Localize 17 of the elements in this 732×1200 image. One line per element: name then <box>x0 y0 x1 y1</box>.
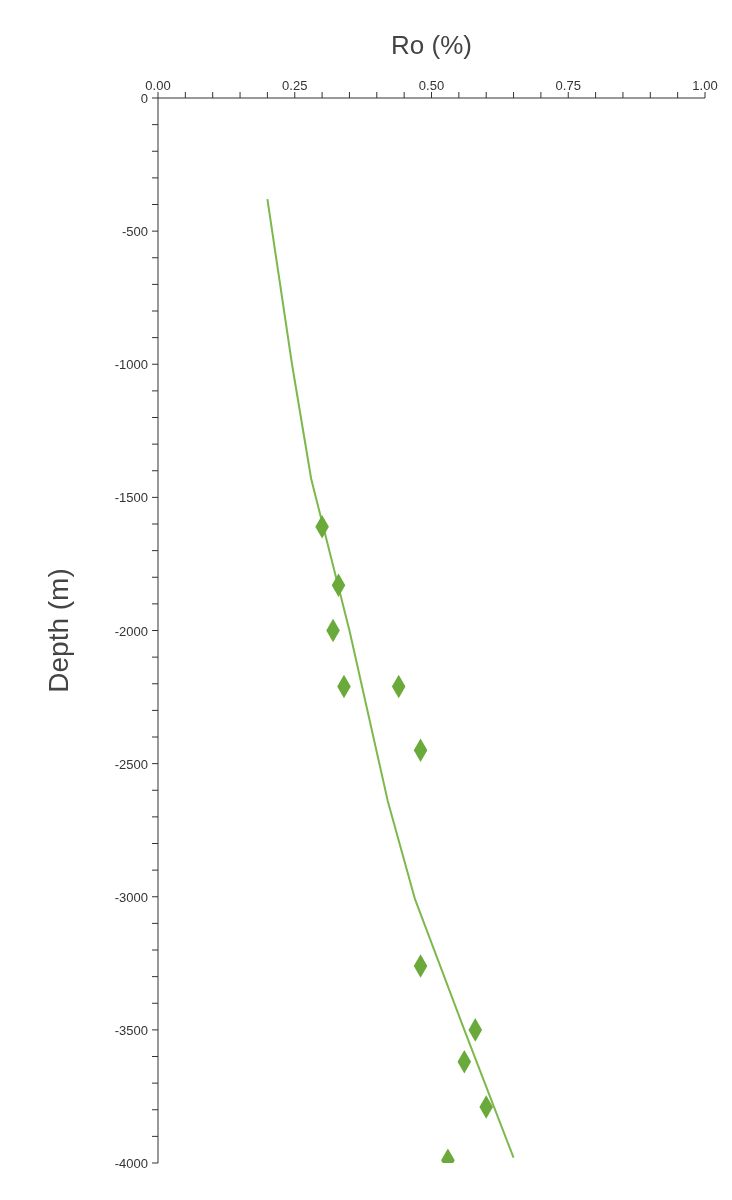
y-tick-label: -1500 <box>114 490 148 506</box>
y-tick-label: -500 <box>121 224 148 240</box>
x-tick-label: 0.25 <box>282 78 308 93</box>
y-tick-label: -3000 <box>114 889 148 905</box>
y-tick-label: -2000 <box>114 623 148 639</box>
y-tick-label: -3500 <box>114 1022 148 1038</box>
y-axis-title: Depth (m) <box>42 568 74 693</box>
y-tick-label: -4000 <box>114 1156 148 1171</box>
line-series <box>266 198 515 1159</box>
x-tick-label: 1.00 <box>692 78 718 93</box>
x-axis-title: Ro (%) <box>391 30 472 60</box>
x-tick-label: 0.00 <box>145 78 171 93</box>
y-tick-label: -1000 <box>114 357 148 373</box>
x-tick-label: 0.75 <box>555 78 581 93</box>
y-tick-label: -2500 <box>114 756 148 772</box>
x-tick-label: 0.50 <box>418 78 445 93</box>
y-tick-label: 0 <box>140 91 148 106</box>
